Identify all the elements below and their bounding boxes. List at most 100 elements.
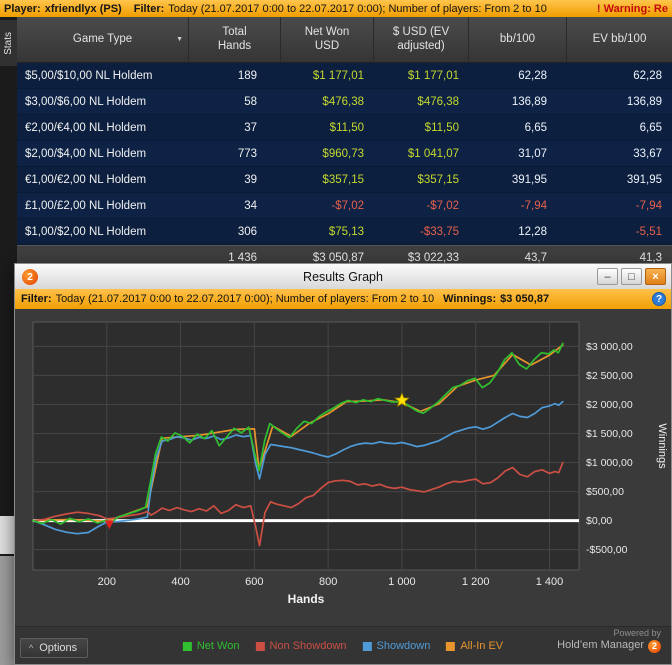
summary-net-won: $3 050,87 xyxy=(312,251,364,264)
legend-swatch-icon xyxy=(182,641,192,651)
bottom-bar: ^ Options Net Won Non Showdown Showdown … xyxy=(15,626,671,664)
x-axis-title: Hands xyxy=(287,592,325,606)
summary-bb100: 43,7 xyxy=(524,251,547,264)
filter-label: Filter: xyxy=(21,293,52,305)
cell-net-won: $1 177,01 xyxy=(312,69,364,82)
results-chart: 200 400 600 800 1 000 1 200 1 400 $3 000,00 $2 5… xyxy=(32,321,633,588)
close-button[interactable]: × xyxy=(645,268,666,285)
column-header-total-hands[interactable]: Total Hands xyxy=(189,17,281,62)
window-titlebar[interactable]: 2 Results Graph – □ × xyxy=(15,264,671,290)
cell-total-hands: 37 xyxy=(244,121,257,134)
tab-stats[interactable]: Stats xyxy=(0,20,17,66)
cell-game-type: €1,00/€2,00 NL Holdem xyxy=(25,173,147,186)
cell-net-won: $357,15 xyxy=(322,173,364,186)
background-window-fragment xyxy=(0,556,14,665)
hm2-logo-icon: 2 xyxy=(648,639,661,653)
winnings-label: Winnings: xyxy=(443,293,497,305)
cell-ev-bb100: 391,95 xyxy=(626,173,662,186)
window-controls: – □ × xyxy=(597,268,666,285)
powered-by: Powered by Hold’em Manager 2 xyxy=(557,628,661,653)
cell-game-type: €2,00/€4,00 NL Holdem xyxy=(25,121,147,134)
legend-label: Showdown xyxy=(376,640,431,652)
table-row[interactable]: $1,00/$2,00 NL Holdem 306 $75,13 -$33,75… xyxy=(17,219,672,245)
chart-area: 200 400 600 800 1 000 1 200 1 400 $3 000,00 $2 5… xyxy=(15,309,671,626)
filter-summary: Today (21.07.2017 0:00 to 22.07.2017 0:0… xyxy=(168,2,547,15)
cell-net-won: $960,73 xyxy=(322,147,364,160)
legend-swatch-icon xyxy=(362,641,372,651)
options-button[interactable]: ^ Options xyxy=(20,638,89,658)
legend-item-showdown[interactable]: Showdown xyxy=(362,640,431,652)
warning-text[interactable]: ! Warning: Re xyxy=(596,2,668,15)
cell-game-type: $5,00/$10,00 NL Holdem xyxy=(25,69,153,82)
legend-item-all-in-ev[interactable]: All-In EV xyxy=(446,640,503,652)
minimize-button[interactable]: – xyxy=(597,268,618,285)
dropdown-caret-icon[interactable]: ▼ xyxy=(176,35,183,43)
table-row[interactable]: $2,00/$4,00 NL Holdem 773 $960,73 $1 041… xyxy=(17,141,672,167)
cell-bb100: 391,95 xyxy=(511,173,547,186)
legend-item-net-won[interactable]: Net Won xyxy=(182,640,240,652)
cell-bb100: 62,28 xyxy=(518,69,547,82)
column-header-label: Game Type xyxy=(72,32,133,45)
cell-usd-ev: $357,15 xyxy=(417,173,459,186)
column-header-game-type[interactable]: Game Type ▼ xyxy=(17,17,189,62)
svg-text:400: 400 xyxy=(171,576,189,588)
svg-text:$2 500,00: $2 500,00 xyxy=(586,370,633,382)
svg-text:800: 800 xyxy=(319,576,337,588)
cell-total-hands: 34 xyxy=(244,199,257,212)
legend-label: Non Showdown xyxy=(269,640,347,652)
summary-ev-bb100: 41,3 xyxy=(639,251,662,264)
column-header-label: Net Won USD xyxy=(304,26,350,52)
cell-bb100: 12,28 xyxy=(518,225,547,238)
cell-net-won: $75,13 xyxy=(328,225,364,238)
table-row[interactable]: €1,00/€2,00 NL Holdem 39 $357,15 $357,15… xyxy=(17,167,672,193)
cell-bb100: -7,94 xyxy=(520,199,547,212)
cell-game-type: £1,00/£2,00 NL Holdem xyxy=(25,199,147,212)
tab-stats-label: Stats xyxy=(3,31,14,55)
legend-label: All-In EV xyxy=(460,640,504,652)
cell-net-won: $476,38 xyxy=(322,95,364,108)
help-button[interactable]: ? xyxy=(652,292,666,306)
cell-usd-ev: $476,38 xyxy=(417,95,459,108)
svg-text:200: 200 xyxy=(98,576,116,588)
cell-game-type: $1,00/$2,00 NL Holdem xyxy=(25,225,147,238)
svg-text:1 400: 1 400 xyxy=(536,576,564,588)
svg-text:600: 600 xyxy=(245,576,263,588)
cell-ev-bb100: -5,51 xyxy=(635,225,662,238)
column-header-label: EV bb/100 xyxy=(592,32,647,45)
collapse-arrow-icon: ^ xyxy=(29,643,34,653)
column-header-usd-ev[interactable]: $ USD (EV adjusted) xyxy=(374,17,469,62)
cell-usd-ev: $11,50 xyxy=(424,121,459,134)
svg-text:1 000: 1 000 xyxy=(388,576,416,588)
cell-ev-bb100: 136,89 xyxy=(626,95,662,108)
summary-usd-ev: $3 022,33 xyxy=(407,251,459,264)
cell-total-hands: 39 xyxy=(244,173,257,186)
table-row[interactable]: $3,00/$6,00 NL Holdem 58 $476,38 $476,38… xyxy=(17,89,672,115)
summary-total-hands: 1 436 xyxy=(228,251,257,264)
legend-item-non-showdown[interactable]: Non Showdown xyxy=(255,640,347,652)
cell-game-type: $3,00/$6,00 NL Holdem xyxy=(25,95,147,108)
cell-total-hands: 58 xyxy=(244,95,257,108)
maximize-button[interactable]: □ xyxy=(621,268,642,285)
cell-ev-bb100: -7,94 xyxy=(635,199,662,212)
cell-ev-bb100: 6,65 xyxy=(639,121,662,134)
column-header-net-won[interactable]: Net Won USD xyxy=(281,17,374,62)
cell-bb100: 136,89 xyxy=(511,95,547,108)
table-header: Game Type ▼ Total Hands Net Won USD $ US… xyxy=(17,17,672,63)
column-header-ev-bb100[interactable]: EV bb/100 xyxy=(567,17,672,62)
table-row[interactable]: £1,00/£2,00 NL Holdem 34 -$7,02 -$7,02 -… xyxy=(17,193,672,219)
chart-legend: Net Won Non Showdown Showdown All-In EV xyxy=(182,640,503,652)
filter-text: Today (21.07.2017 0:00 to 22.07.2017 0:0… xyxy=(55,293,435,305)
legend-label: Net Won xyxy=(196,640,240,652)
table-row[interactable]: $5,00/$10,00 NL Holdem 189 $1 177,01 $1 … xyxy=(17,63,672,89)
cell-usd-ev: -$7,02 xyxy=(426,199,459,212)
table-row[interactable]: €2,00/€4,00 NL Holdem 37 $11,50 $11,50 6… xyxy=(17,115,672,141)
column-header-label: Total Hands xyxy=(217,26,252,52)
window-title: Results Graph xyxy=(303,269,383,284)
column-header-bb100[interactable]: bb/100 xyxy=(469,17,567,62)
cell-usd-ev: $1 041,07 xyxy=(407,147,459,160)
svg-text:-$500,00: -$500,00 xyxy=(586,544,628,556)
cell-net-won: $11,50 xyxy=(329,121,364,134)
cell-total-hands: 306 xyxy=(237,225,257,238)
cell-total-hands: 189 xyxy=(237,69,257,82)
